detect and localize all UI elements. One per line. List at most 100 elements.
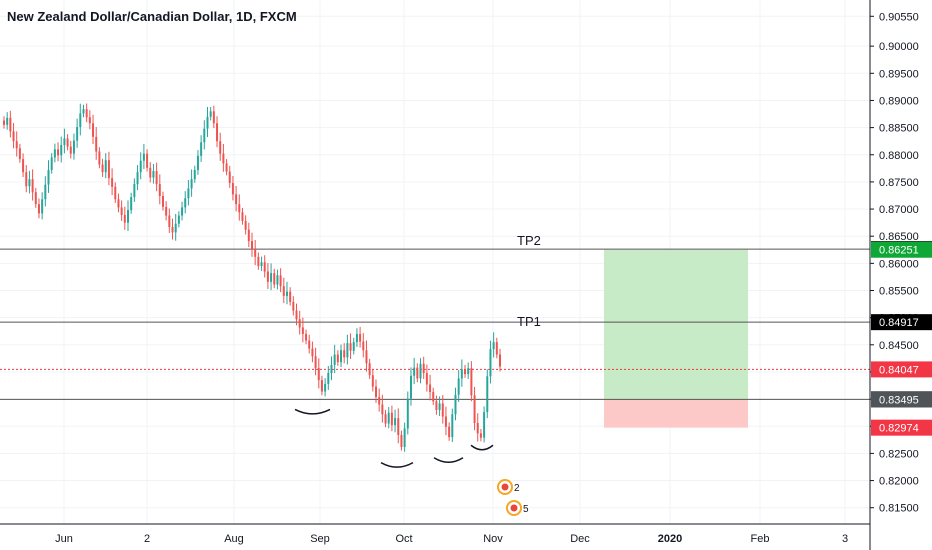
candle-body[interactable] bbox=[486, 376, 489, 413]
candle-body[interactable] bbox=[222, 153, 225, 164]
candle-body[interactable] bbox=[270, 273, 273, 282]
candle-body[interactable] bbox=[441, 403, 444, 417]
candle-body[interactable] bbox=[464, 369, 467, 375]
candle-body[interactable] bbox=[276, 275, 279, 285]
candle-body[interactable] bbox=[190, 179, 193, 189]
candle-body[interactable] bbox=[219, 141, 222, 154]
candle-body[interactable] bbox=[200, 142, 203, 156]
candle-body[interactable] bbox=[273, 273, 276, 285]
candle-body[interactable] bbox=[301, 327, 304, 334]
candle-body[interactable] bbox=[12, 131, 15, 142]
candle-body[interactable] bbox=[28, 179, 31, 187]
candle-body[interactable] bbox=[419, 363, 422, 379]
candle-body[interactable] bbox=[311, 348, 314, 357]
candle-body[interactable] bbox=[41, 199, 44, 214]
candle-body[interactable] bbox=[289, 291, 292, 302]
candle-body[interactable] bbox=[251, 241, 253, 250]
candle-body[interactable] bbox=[295, 310, 298, 320]
candle-body[interactable] bbox=[384, 414, 387, 424]
candle-body[interactable] bbox=[76, 127, 79, 141]
candle-body[interactable] bbox=[454, 394, 457, 415]
candle-body[interactable] bbox=[44, 184, 47, 200]
candle-body[interactable] bbox=[457, 378, 460, 395]
candle-body[interactable] bbox=[184, 198, 187, 208]
candle-body[interactable] bbox=[320, 380, 323, 392]
candle-body[interactable] bbox=[375, 386, 377, 397]
candle-body[interactable] bbox=[451, 414, 454, 438]
candle-body[interactable] bbox=[333, 354, 336, 365]
candle-body[interactable] bbox=[85, 109, 88, 118]
candle-body[interactable] bbox=[499, 354, 501, 367]
candle-body[interactable] bbox=[260, 262, 263, 267]
candle-body[interactable] bbox=[438, 403, 441, 410]
candle-body[interactable] bbox=[95, 136, 98, 152]
candle-body[interactable] bbox=[425, 373, 428, 385]
candle-body[interactable] bbox=[397, 418, 400, 435]
candle-body[interactable] bbox=[483, 412, 486, 438]
candle-body[interactable] bbox=[346, 343, 349, 358]
candle-body[interactable] bbox=[142, 153, 145, 161]
candle-body[interactable] bbox=[400, 434, 403, 447]
candle-body[interactable] bbox=[368, 363, 371, 376]
candle-body[interactable] bbox=[429, 384, 432, 393]
candle-body[interactable] bbox=[60, 144, 63, 156]
candle-body[interactable] bbox=[79, 113, 82, 128]
price-tag[interactable] bbox=[871, 314, 932, 331]
candle-body[interactable] bbox=[181, 207, 184, 216]
candle-body[interactable] bbox=[416, 367, 419, 379]
candle-body[interactable] bbox=[212, 111, 215, 124]
candle-body[interactable] bbox=[120, 207, 123, 216]
price-tag[interactable] bbox=[871, 241, 932, 258]
candle-body[interactable] bbox=[155, 171, 158, 185]
candle-body[interactable] bbox=[50, 157, 53, 170]
candle-body[interactable] bbox=[6, 117, 9, 125]
candle-body[interactable] bbox=[174, 223, 177, 233]
candle-body[interactable] bbox=[92, 123, 95, 137]
candle-body[interactable] bbox=[362, 341, 365, 351]
candle-body[interactable] bbox=[111, 178, 114, 187]
candle-body[interactable] bbox=[467, 368, 470, 375]
candle-body[interactable] bbox=[107, 160, 110, 179]
candle-body[interactable] bbox=[365, 350, 368, 364]
candle-body[interactable] bbox=[171, 226, 174, 233]
candle-body[interactable] bbox=[327, 373, 330, 384]
candle-body[interactable] bbox=[88, 117, 91, 124]
candle-body[interactable] bbox=[133, 184, 136, 198]
candle-body[interactable] bbox=[123, 215, 126, 223]
candle-body[interactable] bbox=[47, 169, 50, 185]
candle-body[interactable] bbox=[479, 433, 482, 438]
candle-body[interactable] bbox=[72, 140, 75, 154]
candle-body[interactable] bbox=[231, 182, 234, 195]
candle-body[interactable] bbox=[158, 184, 161, 197]
candle-body[interactable] bbox=[63, 138, 66, 145]
price-tag[interactable] bbox=[871, 361, 932, 378]
candle-body[interactable] bbox=[247, 229, 250, 242]
candle-body[interactable] bbox=[343, 350, 346, 358]
candle-body[interactable] bbox=[82, 109, 85, 114]
candle-body[interactable] bbox=[394, 418, 397, 426]
candle-body[interactable] bbox=[492, 342, 495, 350]
candle-body[interactable] bbox=[104, 160, 107, 173]
candle-body[interactable] bbox=[206, 116, 209, 129]
candle-body[interactable] bbox=[406, 398, 409, 429]
candle-body[interactable] bbox=[409, 375, 412, 399]
candle-body[interactable] bbox=[136, 172, 139, 185]
candle-body[interactable] bbox=[390, 412, 393, 426]
candle-body[interactable] bbox=[196, 155, 199, 170]
candle-body[interactable] bbox=[285, 291, 288, 296]
candle-body[interactable] bbox=[146, 153, 149, 168]
candle-body[interactable] bbox=[381, 404, 384, 415]
candle-body[interactable] bbox=[435, 401, 438, 410]
candle-body[interactable] bbox=[187, 188, 190, 199]
candle-body[interactable] bbox=[152, 171, 155, 178]
candle-body[interactable] bbox=[279, 275, 282, 287]
candle-body[interactable] bbox=[371, 375, 374, 387]
price-tag[interactable] bbox=[871, 419, 932, 436]
candle-body[interactable] bbox=[177, 215, 180, 224]
candle-body[interactable] bbox=[193, 169, 196, 180]
loss-zone[interactable] bbox=[604, 399, 748, 428]
candle-body[interactable] bbox=[489, 349, 492, 377]
candle-body[interactable] bbox=[98, 151, 101, 165]
